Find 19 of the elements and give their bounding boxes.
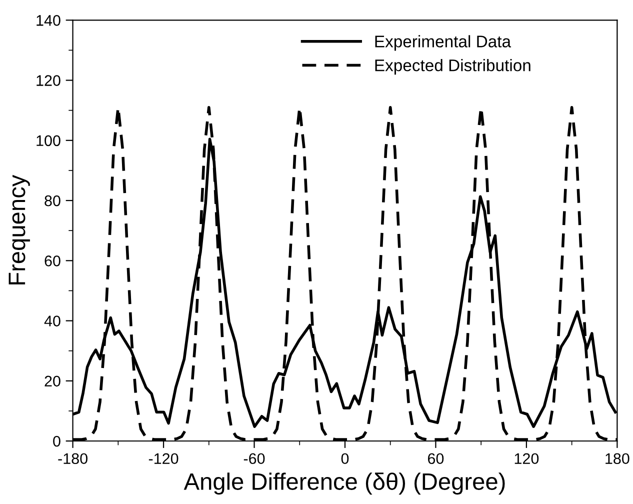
x-tick-label: -180 bbox=[58, 453, 88, 464]
x-tick-label: 0 bbox=[341, 453, 349, 464]
x-tick-label: 120 bbox=[514, 453, 539, 464]
y-axis-title: Frequency bbox=[8, 174, 30, 284]
legend-label: Expected Distribution bbox=[375, 59, 530, 75]
x-tick-label: 180 bbox=[606, 453, 630, 464]
y-tick-label: 20 bbox=[44, 376, 60, 387]
y-tick-label: 40 bbox=[44, 316, 60, 326]
x-tick-label: -120 bbox=[148, 453, 178, 464]
x-tick-label: 60 bbox=[428, 453, 444, 464]
y-tick-label: 120 bbox=[36, 75, 60, 86]
y-tick-label: 60 bbox=[44, 256, 60, 266]
y-tick-label: 100 bbox=[36, 135, 60, 146]
legend-label: Experimental Data bbox=[375, 35, 512, 51]
y-tick-label: 0 bbox=[53, 436, 60, 447]
y-tick-label: 80 bbox=[44, 195, 60, 206]
x-axis-title: Angle Difference (δθ) (Degree) bbox=[184, 472, 505, 495]
y-tick-label: 140 bbox=[36, 15, 60, 26]
x-tick-label: -60 bbox=[244, 453, 265, 464]
